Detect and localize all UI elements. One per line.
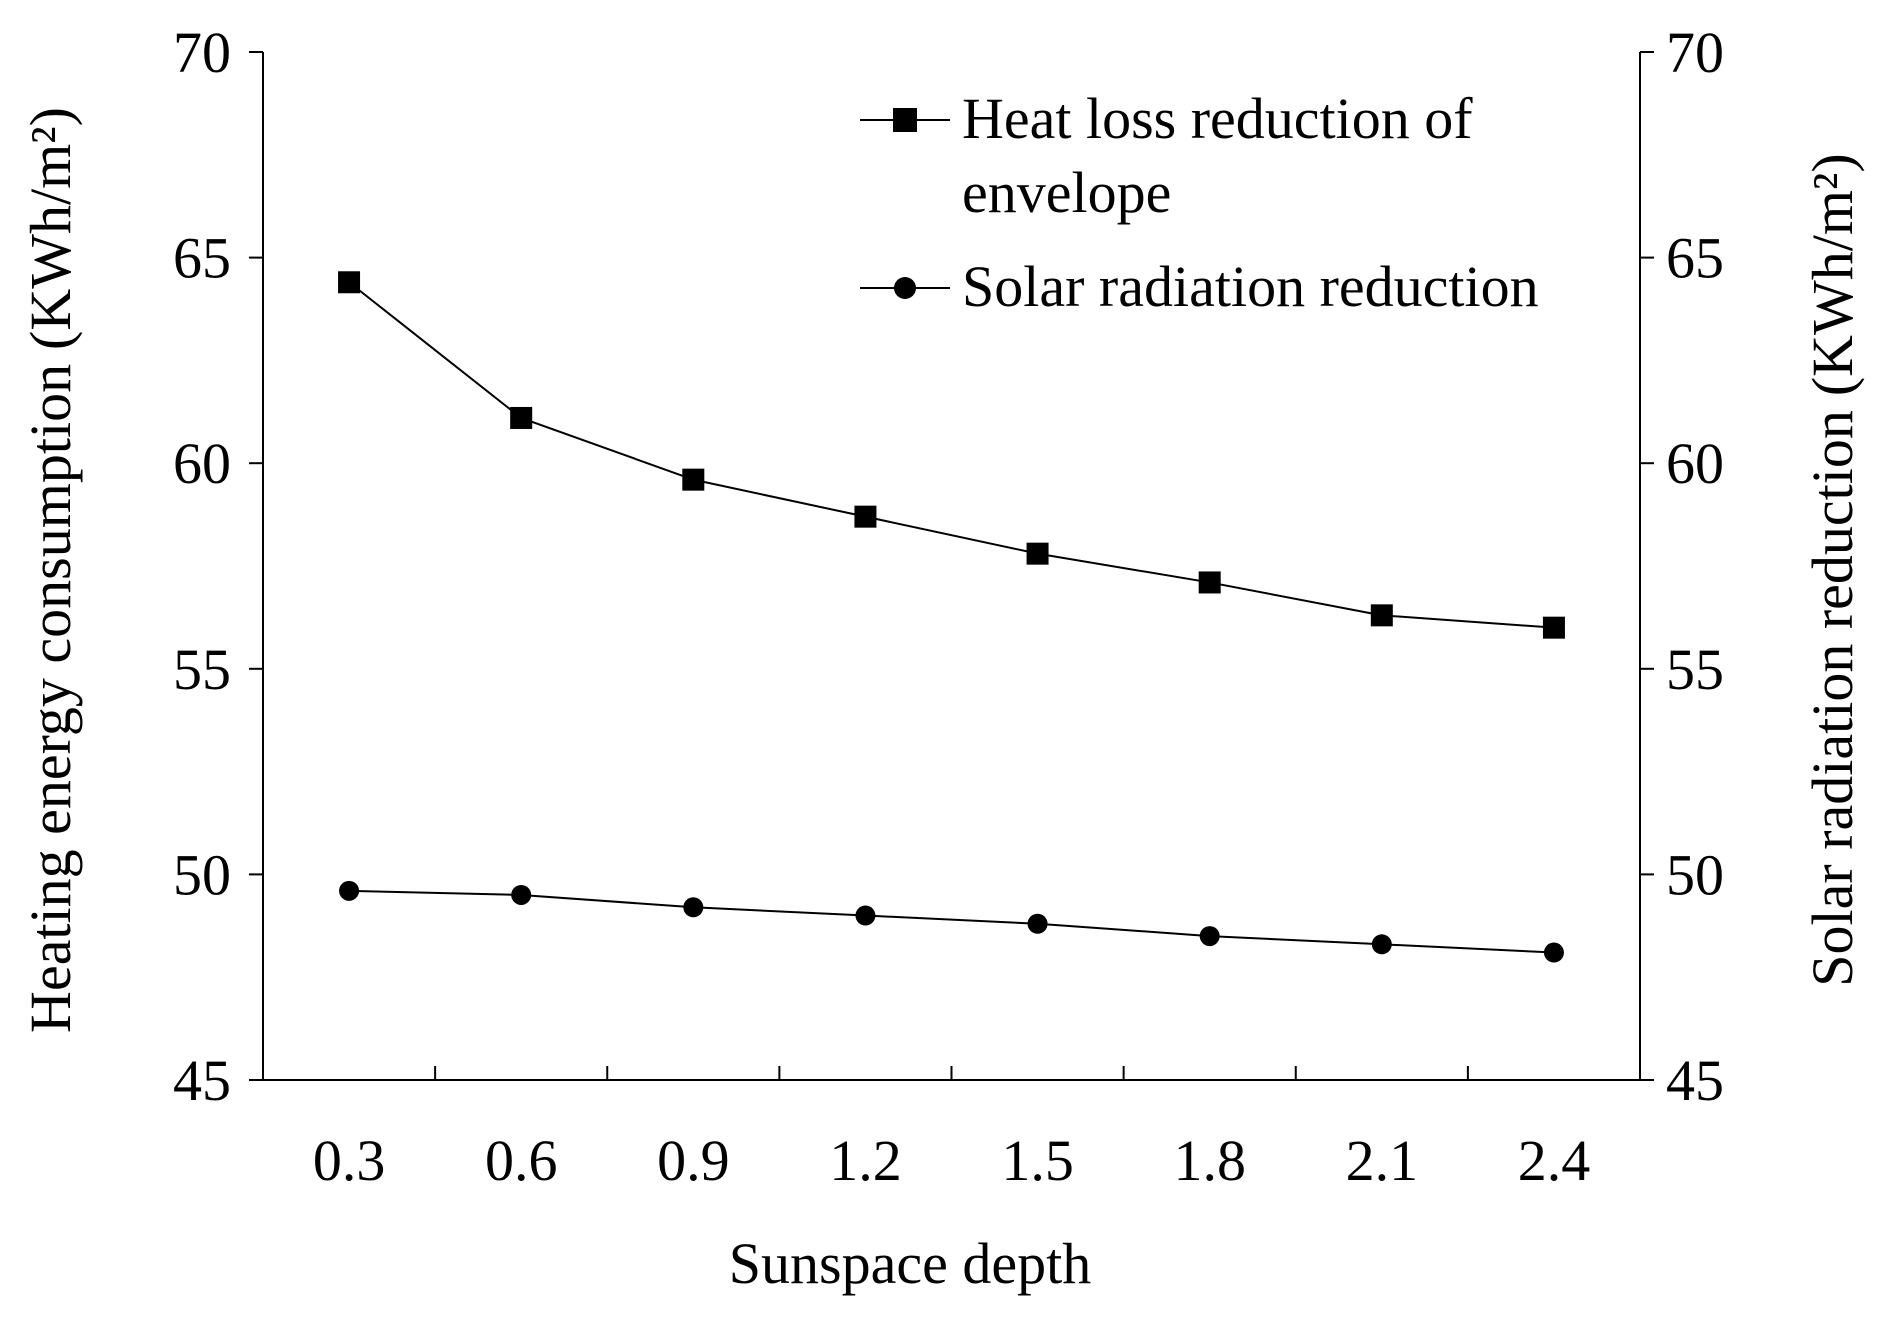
legend: Heat loss reduction of envelope Solar ra… (860, 86, 1539, 319)
x-tick-label: 2.1 (1346, 1128, 1419, 1193)
data-point-solar (339, 880, 360, 901)
data-point-solar (855, 905, 876, 926)
legend-label-solar: Solar radiation reduction (962, 254, 1539, 319)
data-point-heat-loss (682, 468, 705, 491)
data-point-solar (1199, 926, 1220, 947)
data-point-heat-loss (510, 406, 533, 429)
x-tick-label: 0.3 (313, 1128, 386, 1193)
y-left-tick-label: 65 (173, 226, 231, 291)
data-point-solar (1027, 913, 1048, 934)
series-line-heat-loss (348, 281, 1555, 629)
y-left-tick-label: 50 (173, 842, 231, 907)
y-left-tick-label: 55 (173, 637, 231, 702)
y-axis-left-title: Heating energy consumption(KWh/m²) (18, 107, 83, 1033)
y-left-tick-label: 45 (173, 1048, 231, 1113)
x-tick-label: 2.4 (1518, 1128, 1591, 1193)
data-point-heat-loss (1370, 604, 1393, 627)
x-tick-label: 1.5 (1001, 1128, 1074, 1193)
data-point-solar (1371, 934, 1392, 955)
data-point-solar (511, 884, 532, 905)
legend-circle-marker (894, 277, 916, 299)
y-right-tick-label: 70 (1666, 20, 1724, 85)
x-tick-label: 1.8 (1173, 1128, 1246, 1193)
legend-label-heat-loss-line2: envelope (962, 160, 1171, 225)
data-point-heat-loss (1198, 571, 1221, 594)
y-right-tick-label: 50 (1666, 842, 1724, 907)
data-point-heat-loss (1026, 542, 1049, 565)
y-right-tick-label: 45 (1666, 1048, 1724, 1113)
axes: 45 50 55 60 65 70 45 50 55 60 65 70 0.3 0.6 0.9 1.2 1.5 1… (173, 20, 1724, 1193)
x-axis-title: Sunspace depth (729, 1231, 1091, 1296)
data-point-solar (1543, 942, 1564, 963)
data-point-heat-loss (854, 505, 877, 528)
legend-square-marker (893, 108, 917, 132)
series-line-solar (349, 889, 1554, 954)
y-left-tick-label: 60 (173, 431, 231, 496)
y-right-tick-label: 60 (1666, 431, 1724, 496)
legend-label-heat-loss-line1: Heat loss reduction of (962, 86, 1473, 151)
data-point-heat-loss (338, 271, 361, 294)
series-lines (348, 281, 1555, 954)
y-right-tick-label: 65 (1666, 226, 1724, 291)
legend-item-solar: Solar radiation reduction (860, 254, 1539, 319)
y-right-tick-label: 55 (1666, 637, 1724, 702)
series-markers (338, 271, 1565, 963)
x-tick-label: 0.6 (485, 1128, 558, 1193)
y-axis-right-title: Solar radiation reduction(KWh/m²) (1800, 153, 1865, 986)
data-point-heat-loss (1542, 616, 1565, 639)
legend-item-heat-loss: Heat loss reduction of envelope (860, 86, 1473, 225)
data-point-solar (683, 897, 704, 918)
x-tick-label: 0.9 (657, 1128, 730, 1193)
x-tick-label: 1.2 (829, 1128, 902, 1193)
y-left-tick-label: 70 (173, 20, 231, 85)
